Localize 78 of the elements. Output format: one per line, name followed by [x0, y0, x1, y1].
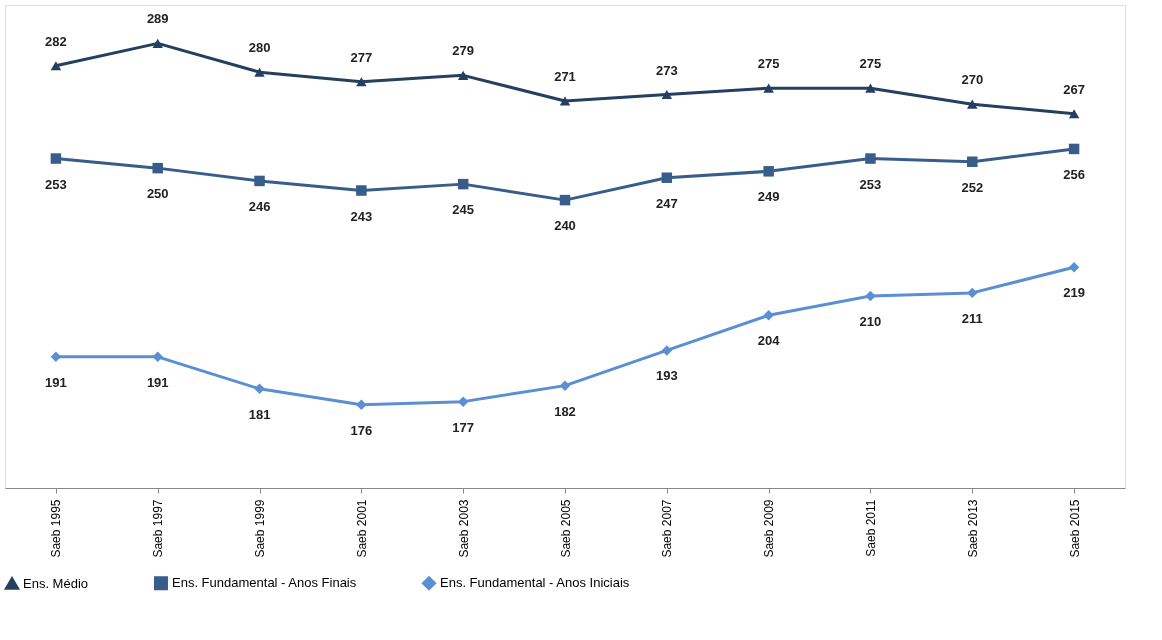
x-tick-label: Saeb 2011 [863, 499, 878, 557]
data-label: 204 [757, 333, 781, 349]
data-label: 219 [1063, 285, 1085, 301]
data-label: 250 [146, 186, 169, 202]
data-label: 191 [146, 374, 169, 390]
data-label: 279 [452, 43, 475, 59]
point [559, 194, 571, 206]
point [967, 287, 978, 299]
point [254, 67, 265, 77]
point [457, 178, 469, 190]
point [356, 399, 367, 411]
data-label: 256 [1063, 166, 1085, 182]
data-label: 193 [655, 368, 678, 384]
data-label: 280 [248, 40, 271, 56]
data-label: 176 [350, 422, 373, 438]
x-tick-label: Saeb 1997 [151, 499, 166, 558]
point [967, 99, 978, 109]
data-label: 191 [45, 374, 67, 390]
point [559, 96, 571, 106]
point [254, 175, 265, 187]
point [457, 70, 469, 80]
data-label: 271 [554, 68, 576, 84]
data-label: 249 [757, 189, 780, 205]
point [661, 172, 673, 183]
point [661, 90, 673, 100]
point [661, 345, 673, 356]
point [865, 83, 876, 93]
point [356, 77, 367, 87]
point [254, 383, 265, 395]
data-label: 282 [45, 33, 67, 49]
data-label: 245 [452, 202, 475, 218]
legend-label: Ens. Fundamental - Anos Finais [172, 575, 357, 591]
data-label: 181 [248, 406, 271, 422]
point [763, 83, 774, 93]
x-tick-label: Saeb 1995 [49, 499, 64, 558]
point [356, 185, 367, 196]
legend-label: Ens. Fundamental - Anos Iniciais [440, 575, 630, 591]
point [763, 310, 774, 321]
data-label: 275 [757, 56, 780, 72]
point [152, 38, 163, 48]
point [1068, 262, 1080, 273]
data-label: 182 [554, 403, 576, 419]
x-tick-label: Saeb 2001 [354, 499, 369, 558]
data-label: 252 [961, 179, 984, 195]
x-tick-label: Saeb 2013 [965, 499, 980, 558]
point [1068, 109, 1080, 119]
x-tick-label: Saeb 2003 [456, 499, 471, 558]
point [152, 351, 163, 363]
legend-label: Ens. Médio [23, 575, 89, 591]
data-label: 277 [350, 49, 373, 65]
data-label: 253 [859, 176, 882, 192]
point [559, 380, 571, 391]
point [967, 156, 978, 167]
point [152, 162, 163, 174]
data-label: 243 [350, 208, 373, 224]
point [50, 153, 62, 164]
data-label: 289 [146, 11, 169, 27]
data-label: 273 [655, 62, 678, 78]
point [1068, 143, 1080, 155]
data-label: 240 [554, 218, 576, 234]
data-label: 211 [961, 310, 983, 326]
data-label: 177 [452, 419, 475, 435]
data-label: 247 [655, 195, 678, 211]
data-label: 267 [1063, 81, 1085, 97]
point [50, 61, 62, 71]
point [763, 166, 774, 177]
x-tick-label: Saeb 1999 [253, 499, 268, 558]
x-tick-label: Saeb 2007 [660, 499, 675, 558]
data-label: 246 [248, 198, 271, 214]
x-tick-label: Saeb 2015 [1067, 499, 1082, 558]
data-label: 270 [961, 72, 984, 88]
data-label: 253 [45, 176, 67, 192]
x-tick-label: Saeb 2009 [762, 499, 777, 558]
data-label: 275 [859, 56, 882, 72]
data-label: 210 [859, 314, 882, 330]
x-tick-label: Saeb 2005 [558, 499, 573, 558]
point [865, 153, 876, 164]
point [865, 290, 876, 302]
